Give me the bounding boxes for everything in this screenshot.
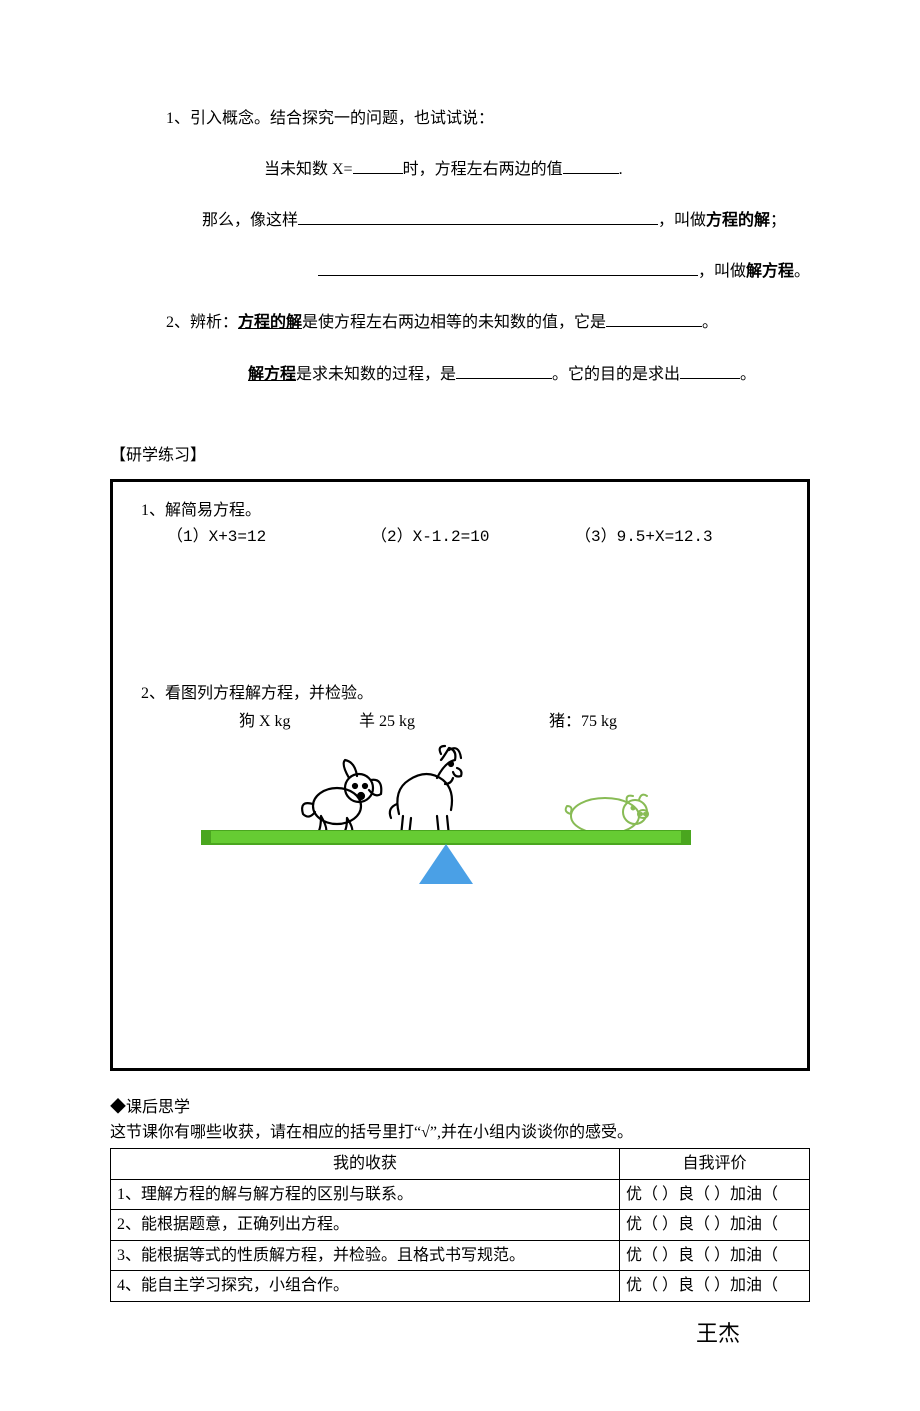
practice-heading: 【研学练习】 — [110, 443, 810, 469]
post-class-section: ◆课后思学 这节课你有哪些收获，请在相应的括号里打“√”,并在小组内谈谈你的感受… — [110, 1095, 810, 1351]
animal-labels: 狗 X kg 羊 25 kg 猪：75 kg — [141, 709, 779, 735]
balance-diagram — [201, 734, 691, 884]
term-solve-equation: 解方程 — [248, 366, 296, 383]
text: ”,并在小组内谈谈你的感受。 — [430, 1124, 633, 1141]
text: 2、看图列方程解方程，并检验。 — [141, 685, 373, 702]
blank-input[interactable] — [606, 311, 702, 327]
text: ，叫做 — [658, 212, 706, 229]
text: 。 — [794, 263, 810, 280]
text: 。 — [740, 366, 756, 383]
text: 。它的目的是求出 — [552, 366, 680, 383]
blank-input[interactable] — [563, 158, 619, 174]
text: 时，方程左右两边的值 — [403, 161, 563, 178]
text: 是求未知数的过程，是 — [296, 366, 456, 383]
evaluation-table: 我的收获 自我评价 1、理解方程的解与解方程的区别与联系。 优（ ）良（ ）加油… — [110, 1148, 810, 1302]
concept-item-2-line1: 2、辨析：方程的解是使方程左右两边相等的未知数的值，它是 。 — [110, 285, 810, 336]
col-header-gains: 我的收获 — [111, 1148, 620, 1179]
concept-item-1-line2: 当未知数 X= 时，方程左右两边的值. — [110, 131, 810, 182]
rating-cell[interactable]: 优（ ）良（ ）加油（ — [620, 1210, 810, 1241]
text: 那么，像这样 — [202, 212, 298, 229]
blank-input[interactable] — [456, 363, 552, 379]
text: 这节课你有哪些收获，请在相应的括号里打“ — [110, 1124, 421, 1141]
gain-cell: 4、能自主学习探究，小组合作。 — [111, 1271, 620, 1302]
text: ； — [770, 212, 786, 229]
concept-item-1-line3: 那么，像这样 ，叫做方程的解； — [110, 182, 810, 233]
seesaw-icon — [201, 830, 691, 884]
equation-1: （1）X+3=12 — [167, 525, 371, 551]
rating-cell[interactable]: 优（ ）良（ ）加油（ — [620, 1179, 810, 1210]
concept-item-1-line4: ，叫做解方程。 — [110, 234, 810, 285]
concept-item-1-line1: 1、引入概念。结合探究一的问题，也试试说： — [110, 80, 810, 131]
text: 1、解简易方程。 — [141, 502, 261, 519]
blank-input[interactable] — [318, 260, 698, 276]
equation-2: （2）X-1.2=10 — [371, 525, 575, 551]
text: 【研学练习】 — [110, 447, 206, 464]
text: . — [619, 161, 623, 178]
equation-3: （3）9.5+X=12.3 — [575, 525, 779, 551]
gain-cell: 1、理解方程的解与解方程的区别与联系。 — [111, 1179, 620, 1210]
text: 是使方程左右两边相等的未知数的值，它是 — [302, 314, 606, 331]
table-row: 3、能根据等式的性质解方程，并检验。且格式书写规范。 优（ ）良（ ）加油（ — [111, 1240, 810, 1271]
table-header-row: 我的收获 自我评价 — [111, 1148, 810, 1179]
blank-input[interactable] — [353, 158, 403, 174]
text: 当未知数 X= — [264, 161, 353, 178]
practice-q2: 2、看图列方程解方程，并检验。 — [141, 681, 779, 707]
post-intro: 这节课你有哪些收获，请在相应的括号里打“√”,并在小组内谈谈你的感受。 — [110, 1120, 810, 1146]
text: ，叫做 — [698, 263, 746, 280]
dog-icon — [297, 758, 383, 838]
table-row: 1、理解方程的解与解方程的区别与联系。 优（ ）良（ ）加油（ — [111, 1179, 810, 1210]
table-row: 2、能根据题意，正确列出方程。 优（ ）良（ ）加油（ — [111, 1210, 810, 1241]
col-header-self-eval: 自我评价 — [620, 1148, 810, 1179]
practice-box: 1、解简易方程。 （1）X+3=12 （2）X-1.2=10 （3）9.5+X=… — [110, 479, 810, 1071]
text: 。 — [702, 314, 718, 331]
blank-input[interactable] — [680, 363, 740, 379]
blank-input[interactable] — [298, 209, 658, 225]
term-solve-equation: 解方程 — [746, 263, 794, 280]
concept-item-2-line2: 解方程是求未知数的过程，是 。它的目的是求出 。 — [110, 336, 810, 387]
check-mark: √ — [421, 1124, 430, 1141]
rating-cell[interactable]: 优（ ）良（ ）加油（ — [620, 1240, 810, 1271]
goat-label: 羊 25 kg — [359, 709, 549, 735]
table-row: 4、能自主学习探究，小组合作。 优（ ）良（ ）加油（ — [111, 1271, 810, 1302]
goat-icon — [379, 744, 469, 838]
post-heading: ◆课后思学 — [110, 1095, 810, 1121]
dog-label: 狗 X kg — [239, 709, 359, 735]
practice-q1: 1、解简易方程。 — [141, 498, 779, 524]
pig-label: 猪：75 kg — [549, 709, 617, 735]
term-solution-of-equation: 方程的解 — [706, 212, 770, 229]
rating-cell[interactable]: 优（ ）良（ ）加油（ — [620, 1271, 810, 1302]
text: 2、辨析： — [166, 314, 238, 331]
term-solution-of-equation: 方程的解 — [238, 314, 302, 331]
equation-row: （1）X+3=12 （2）X-1.2=10 （3）9.5+X=12.3 — [141, 525, 779, 551]
text: 1、引入概念。结合探究一的问题，也试试说： — [166, 110, 494, 127]
gain-cell: 2、能根据题意，正确列出方程。 — [111, 1210, 620, 1241]
gain-cell: 3、能根据等式的性质解方程，并检验。且格式书写规范。 — [111, 1240, 620, 1271]
signature: 王杰 — [110, 1316, 810, 1351]
